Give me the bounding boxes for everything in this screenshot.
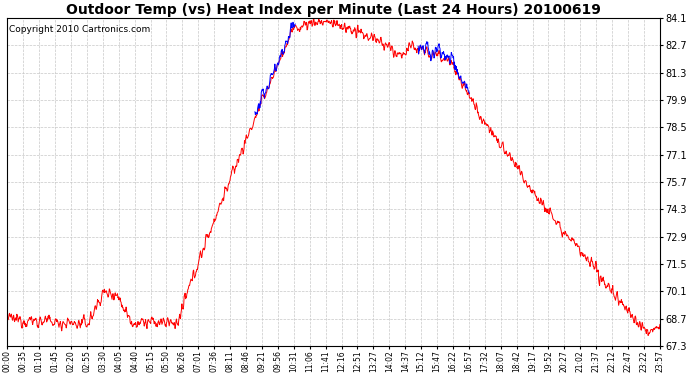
Text: Copyright 2010 Cartronics.com: Copyright 2010 Cartronics.com: [8, 24, 150, 33]
Title: Outdoor Temp (vs) Heat Index per Minute (Last 24 Hours) 20100619: Outdoor Temp (vs) Heat Index per Minute …: [66, 3, 601, 17]
